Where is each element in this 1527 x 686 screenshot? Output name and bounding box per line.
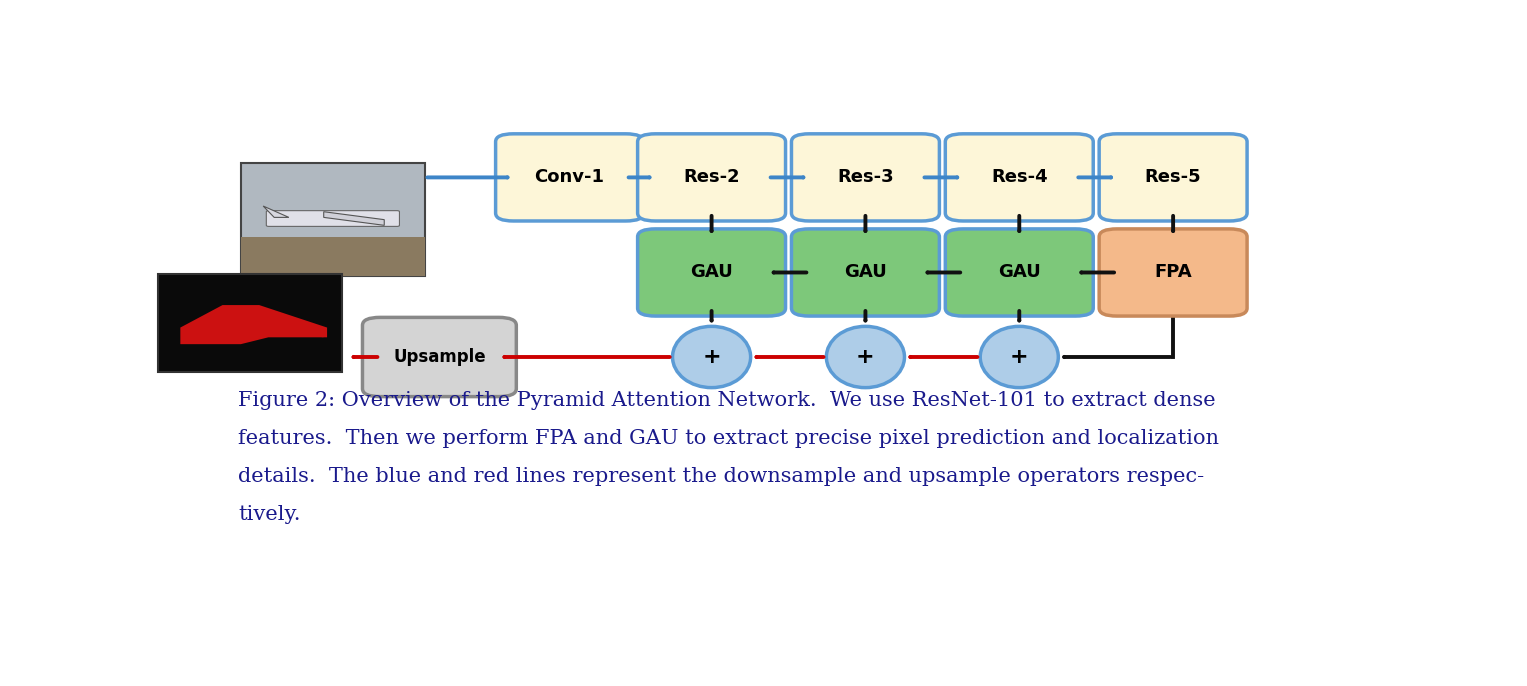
- Text: GAU: GAU: [844, 263, 887, 281]
- Text: Res-5: Res-5: [1145, 168, 1202, 187]
- FancyBboxPatch shape: [362, 318, 516, 397]
- FancyBboxPatch shape: [638, 134, 785, 221]
- Text: Res-4: Res-4: [991, 168, 1048, 187]
- Text: features.  Then we perform FPA and GAU to extract precise pixel prediction and l: features. Then we perform FPA and GAU to…: [238, 429, 1219, 449]
- Text: details.  The blue and red lines represent the downsample and upsample operators: details. The blue and red lines represen…: [238, 467, 1205, 486]
- Polygon shape: [324, 212, 385, 225]
- Text: +: +: [1009, 347, 1029, 367]
- FancyBboxPatch shape: [945, 134, 1093, 221]
- Text: Conv-1: Conv-1: [534, 168, 605, 187]
- Ellipse shape: [826, 327, 904, 388]
- Text: +: +: [702, 347, 721, 367]
- Bar: [159, 274, 342, 372]
- FancyBboxPatch shape: [945, 229, 1093, 316]
- Text: FPA: FPA: [1154, 263, 1193, 281]
- Text: tively.: tively.: [238, 506, 301, 524]
- Text: GAU: GAU: [999, 263, 1040, 281]
- FancyBboxPatch shape: [791, 229, 939, 316]
- Polygon shape: [232, 315, 324, 338]
- FancyBboxPatch shape: [1099, 134, 1248, 221]
- Ellipse shape: [980, 327, 1058, 388]
- Text: +: +: [857, 347, 875, 367]
- FancyBboxPatch shape: [266, 211, 400, 226]
- Text: GAU: GAU: [690, 263, 733, 281]
- FancyBboxPatch shape: [496, 134, 643, 221]
- Text: Upsample: Upsample: [392, 348, 486, 366]
- FancyBboxPatch shape: [791, 134, 939, 221]
- FancyBboxPatch shape: [1099, 229, 1248, 316]
- Text: Res-3: Res-3: [837, 168, 893, 187]
- Bar: [241, 163, 425, 276]
- Polygon shape: [180, 305, 327, 344]
- Bar: [241, 237, 425, 276]
- Ellipse shape: [672, 327, 751, 388]
- Polygon shape: [263, 206, 289, 217]
- Text: Figure 2: Overview of the Pyramid Attention Network.  We use ResNet-101 to extra: Figure 2: Overview of the Pyramid Attent…: [238, 391, 1215, 410]
- Text: Res-2: Res-2: [683, 168, 741, 187]
- FancyBboxPatch shape: [638, 229, 785, 316]
